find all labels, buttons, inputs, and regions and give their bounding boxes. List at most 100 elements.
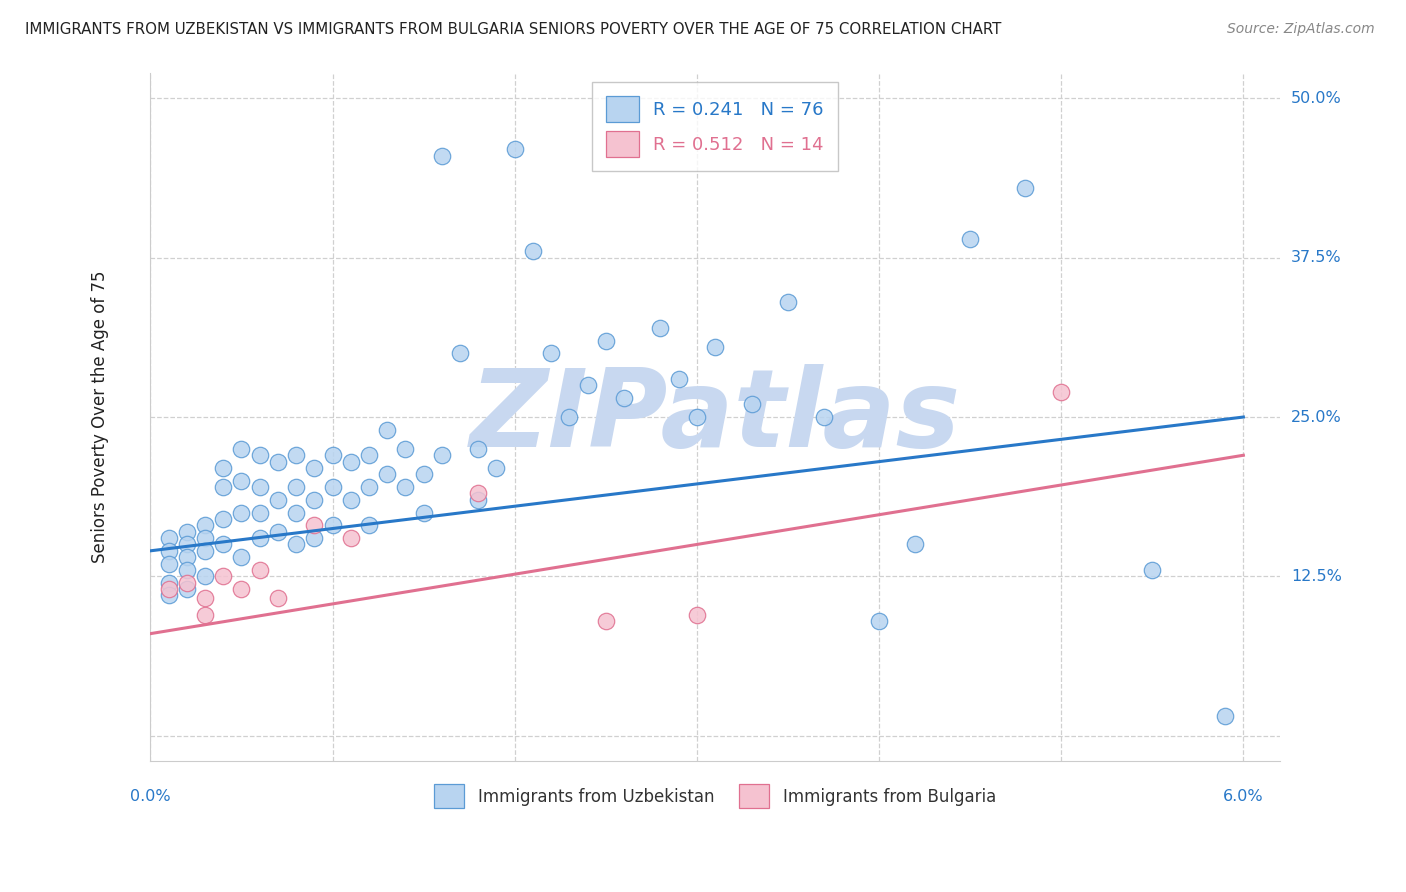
Point <box>1050 384 1073 399</box>
Point <box>157 589 180 603</box>
Point <box>157 531 180 545</box>
Point <box>322 448 344 462</box>
Point <box>194 544 217 558</box>
Point <box>394 480 416 494</box>
Point <box>595 334 617 348</box>
Point <box>304 518 326 533</box>
Point <box>540 346 562 360</box>
Point <box>249 531 271 545</box>
Point <box>304 461 326 475</box>
Point <box>285 506 308 520</box>
Point <box>650 321 672 335</box>
Point <box>339 455 361 469</box>
Point <box>339 531 361 545</box>
Point <box>212 512 235 526</box>
Point <box>686 410 709 425</box>
Point <box>503 143 526 157</box>
Point <box>267 492 290 507</box>
Text: 25.0%: 25.0% <box>1291 409 1341 425</box>
Legend: Immigrants from Uzbekistan, Immigrants from Bulgaria: Immigrants from Uzbekistan, Immigrants f… <box>427 778 1002 814</box>
Point <box>576 378 599 392</box>
Point <box>558 410 581 425</box>
Point <box>595 614 617 628</box>
Point <box>375 423 398 437</box>
Point <box>176 524 198 539</box>
Point <box>176 582 198 596</box>
Point <box>357 448 380 462</box>
Point <box>157 575 180 590</box>
Point <box>212 461 235 475</box>
Point <box>249 448 271 462</box>
Point <box>430 448 453 462</box>
Point <box>194 607 217 622</box>
Point <box>249 480 271 494</box>
Text: Seniors Poverty Over the Age of 75: Seniors Poverty Over the Age of 75 <box>90 271 108 563</box>
Point <box>267 591 290 605</box>
Point <box>231 474 253 488</box>
Point <box>741 397 763 411</box>
Point <box>194 591 217 605</box>
Point <box>467 492 489 507</box>
Point <box>249 506 271 520</box>
Point <box>194 518 217 533</box>
Point <box>212 480 235 494</box>
Point <box>412 506 434 520</box>
Point <box>394 442 416 456</box>
Point <box>304 531 326 545</box>
Point <box>704 340 727 354</box>
Point <box>904 537 927 551</box>
Point <box>322 480 344 494</box>
Point <box>813 410 835 425</box>
Point <box>485 461 508 475</box>
Point <box>304 492 326 507</box>
Point <box>613 391 636 405</box>
Point <box>194 531 217 545</box>
Text: 37.5%: 37.5% <box>1291 251 1341 265</box>
Point <box>285 480 308 494</box>
Point <box>212 537 235 551</box>
Point <box>285 448 308 462</box>
Point <box>194 569 217 583</box>
Point <box>231 442 253 456</box>
Point <box>357 480 380 494</box>
Point <box>285 537 308 551</box>
Text: 6.0%: 6.0% <box>1223 789 1264 804</box>
Point <box>176 563 198 577</box>
Text: 12.5%: 12.5% <box>1291 569 1341 583</box>
Point <box>357 518 380 533</box>
Point <box>686 607 709 622</box>
Point <box>467 442 489 456</box>
Text: 50.0%: 50.0% <box>1291 91 1341 106</box>
Point <box>267 455 290 469</box>
Point <box>375 467 398 482</box>
Point <box>212 569 235 583</box>
Text: 0.0%: 0.0% <box>129 789 170 804</box>
Point <box>1014 180 1036 194</box>
Point <box>668 372 690 386</box>
Point <box>1213 709 1236 723</box>
Point <box>231 506 253 520</box>
Text: Source: ZipAtlas.com: Source: ZipAtlas.com <box>1227 22 1375 37</box>
Point <box>449 346 471 360</box>
Point <box>176 550 198 565</box>
Point <box>249 563 271 577</box>
Point <box>339 492 361 507</box>
Point <box>412 467 434 482</box>
Point <box>176 537 198 551</box>
Point <box>267 524 290 539</box>
Point <box>231 550 253 565</box>
Point <box>868 614 890 628</box>
Point <box>1142 563 1164 577</box>
Point <box>322 518 344 533</box>
Point <box>157 544 180 558</box>
Point <box>176 575 198 590</box>
Point <box>467 486 489 500</box>
Point <box>157 557 180 571</box>
Point <box>231 582 253 596</box>
Point <box>776 295 799 310</box>
Point <box>430 149 453 163</box>
Text: IMMIGRANTS FROM UZBEKISTAN VS IMMIGRANTS FROM BULGARIA SENIORS POVERTY OVER THE : IMMIGRANTS FROM UZBEKISTAN VS IMMIGRANTS… <box>25 22 1001 37</box>
Point <box>959 232 981 246</box>
Text: ZIPatlas: ZIPatlas <box>470 364 960 470</box>
Point <box>157 582 180 596</box>
